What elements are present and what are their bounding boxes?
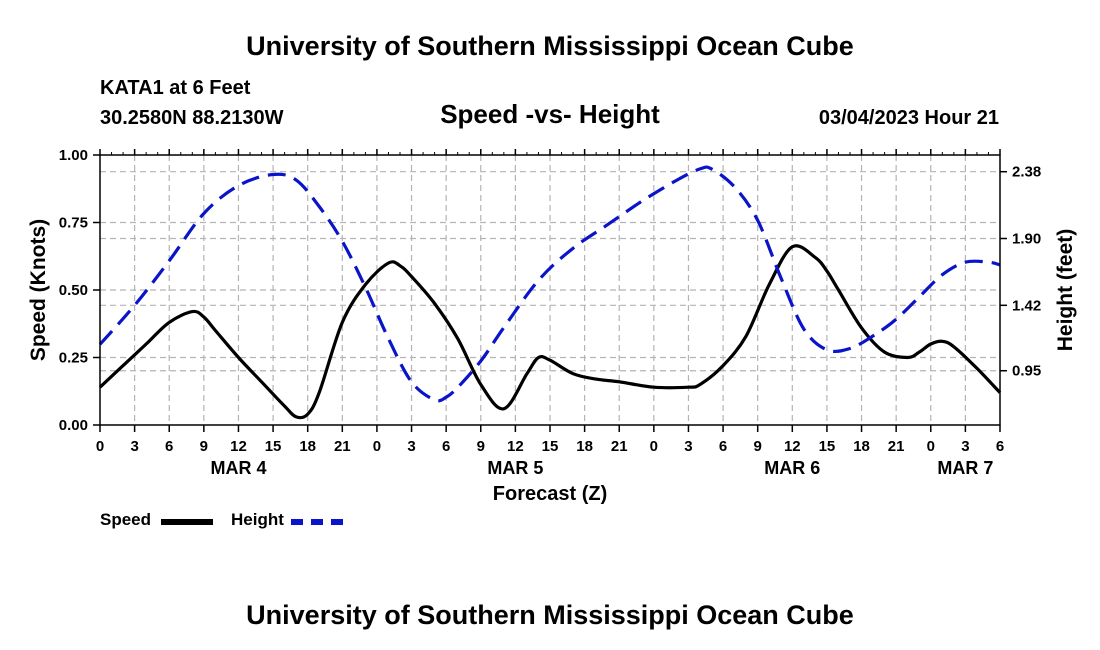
x-tick-label: 6 [719, 438, 727, 455]
x-tick-label: 6 [996, 438, 1004, 455]
x-date-label: MAR 4 [210, 458, 266, 478]
x-tick-label: 12 [507, 438, 524, 455]
x-tick-label: 3 [407, 438, 415, 455]
x-tick-label: 15 [265, 438, 282, 455]
series-lines [98, 165, 1002, 420]
y-tick-label: 1.00 [59, 147, 88, 164]
x-tick-label: 15 [819, 438, 836, 455]
x-tick-label: 3 [130, 438, 138, 455]
x-tick-label: 3 [961, 438, 969, 455]
y-axis-label: Speed (Knots) [27, 219, 50, 361]
y2-tick-label: 1.42 [1012, 297, 1041, 314]
axes: 0 3 6 9 12 15 18 21 0 3 6 9 12 15 18 21 0 3 6 9 12 15 18 21 0 3 6M… [59, 147, 1041, 478]
x-tick-label: 21 [888, 438, 905, 455]
x-tick-label: 12 [784, 438, 801, 455]
station-label: KATA1 at 6 Feet [100, 77, 251, 99]
legend-speed-label: Speed [100, 510, 152, 529]
x-tick-label: 6 [165, 438, 173, 455]
x-tick-label: 21 [611, 438, 628, 455]
x-date-label: MAR 7 [937, 458, 993, 478]
y-tick-label: 0.25 [59, 350, 88, 367]
x-tick-label: 0 [373, 438, 381, 455]
y-tick-label: 0.00 [59, 417, 88, 434]
y2-tick-label: 0.95 [1012, 363, 1041, 380]
y-tick-label: 0.75 [59, 215, 88, 232]
legend-speed-swatch [161, 519, 213, 525]
y2-tick-label: 2.38 [1012, 164, 1041, 181]
station-coordinates: 30.2580N 88.2130W [100, 107, 284, 129]
x-tick-label: 18 [853, 438, 870, 455]
x-tick-label: 0 [96, 438, 104, 455]
x-tick-label: 0 [927, 438, 935, 455]
x-tick-label: 18 [576, 438, 593, 455]
x-tick-label: 9 [200, 438, 208, 455]
y-tick-label: 0.50 [59, 282, 88, 299]
x-tick-label: 21 [334, 438, 351, 455]
x-tick-label: 6 [442, 438, 450, 455]
x-tick-label: 9 [754, 438, 762, 455]
speed-series-line [98, 244, 1002, 420]
legend-height-swatch [291, 519, 343, 525]
x-date-label: MAR 5 [487, 458, 543, 478]
height-series-line [98, 165, 1001, 403]
x-tick-label: 0 [650, 438, 658, 455]
footer-title: University of Southern Mississippi Ocean… [246, 600, 854, 630]
forecast-datetime: 03/04/2023 Hour 21 [818, 107, 999, 129]
x-tick-label: 9 [477, 438, 485, 455]
y2-tick-label: 1.90 [1012, 231, 1041, 248]
x-tick-label: 15 [542, 438, 559, 455]
main-title: University of Southern Mississippi Ocean… [246, 31, 854, 61]
x-axis-label: Forecast (Z) [493, 483, 607, 505]
x-tick-label: 18 [299, 438, 316, 455]
legend-height-label: Height [231, 510, 284, 529]
x-date-label: MAR 6 [764, 458, 820, 478]
x-tick-label: 3 [684, 438, 692, 455]
grid-lines [100, 155, 1000, 425]
x-tick-label: 12 [230, 438, 247, 455]
chart-title: Speed -vs- Height [440, 99, 660, 129]
y2-axis-label: Height (feet) [1054, 229, 1077, 352]
